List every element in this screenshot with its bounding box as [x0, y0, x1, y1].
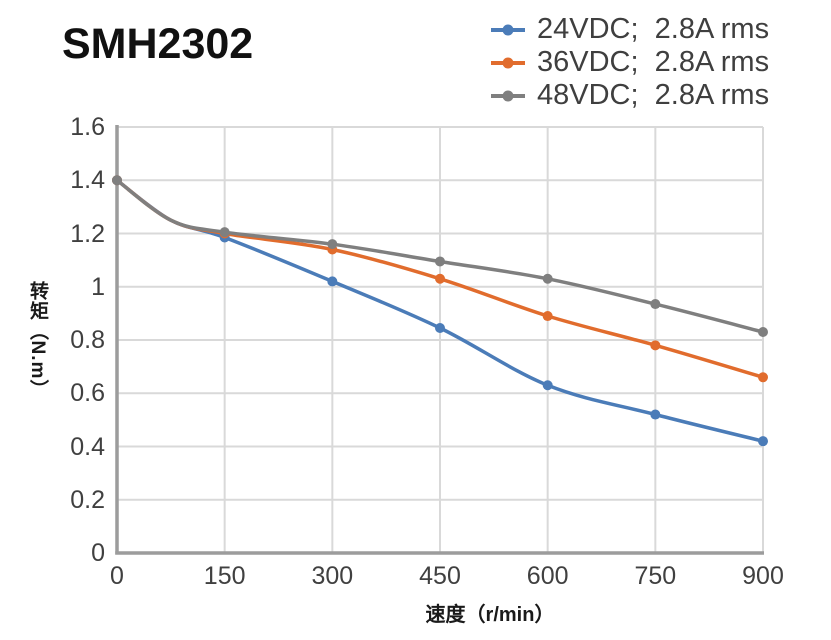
- series-point: [327, 276, 338, 287]
- series-point: [758, 436, 768, 447]
- x-tick-label: 900: [742, 562, 784, 590]
- x-tick-label: 0: [110, 562, 124, 590]
- x-tick-label: 750: [634, 562, 677, 590]
- series-point: [327, 239, 338, 250]
- legend-label: 24VDC; 2.8A rms: [537, 13, 770, 45]
- legend-item-48vdc: 48VDC; 2.8A rms: [490, 79, 769, 112]
- x-axis-title: 速度（r/min）: [425, 604, 555, 626]
- x-tick-label: 300: [311, 562, 354, 590]
- x-tick-label: 450: [419, 562, 461, 590]
- series-point: [542, 380, 553, 391]
- series-point: [435, 323, 445, 334]
- legend-marker-icon: [491, 90, 525, 101]
- y-tick-label: 1.6: [70, 113, 105, 141]
- y-tick-label: 0.6: [70, 379, 105, 408]
- series-point: [758, 327, 768, 338]
- series-point: [650, 340, 661, 351]
- y-tick-label: 1.4: [70, 166, 105, 195]
- series-point: [435, 273, 445, 284]
- series-point: [542, 311, 553, 322]
- legend-item-24vdc: 24VDC; 2.8A rms: [490, 13, 769, 46]
- y-tick-label: 1: [91, 272, 105, 301]
- legend-label: 48VDC; 2.8A rms: [537, 79, 770, 111]
- y-tick-label: 1.2: [70, 219, 105, 248]
- y-tick-label: 0.8: [70, 326, 105, 354]
- y-tick-label: 0.2: [70, 485, 105, 514]
- x-tick-label: 600: [526, 562, 569, 590]
- series-point: [435, 256, 445, 267]
- legend-item-36vdc: 36VDC; 2.8A rms: [490, 46, 769, 79]
- series-point: [758, 372, 768, 383]
- series-point: [219, 227, 230, 238]
- x-tick-label: 150: [203, 562, 246, 590]
- y-tick-label: 0: [91, 539, 105, 567]
- legend-label: 36VDC; 2.8A rms: [537, 46, 770, 78]
- series-point: [112, 175, 122, 186]
- series-point: [542, 273, 553, 284]
- series-point: [650, 299, 661, 310]
- legend: 24VDC; 2.8A rms 36VDC; 2.8A rms 48VDC; 2.8…: [490, 13, 769, 112]
- series-point: [650, 409, 661, 420]
- y-axis-title: 转矩（N.m）: [27, 280, 48, 400]
- legend-marker-icon: [491, 24, 525, 35]
- chart-title: SMH2302: [62, 20, 254, 68]
- legend-marker-icon: [491, 57, 525, 68]
- series-points-48vdc: [112, 175, 768, 338]
- y-tick-label: 0.4: [70, 432, 105, 461]
